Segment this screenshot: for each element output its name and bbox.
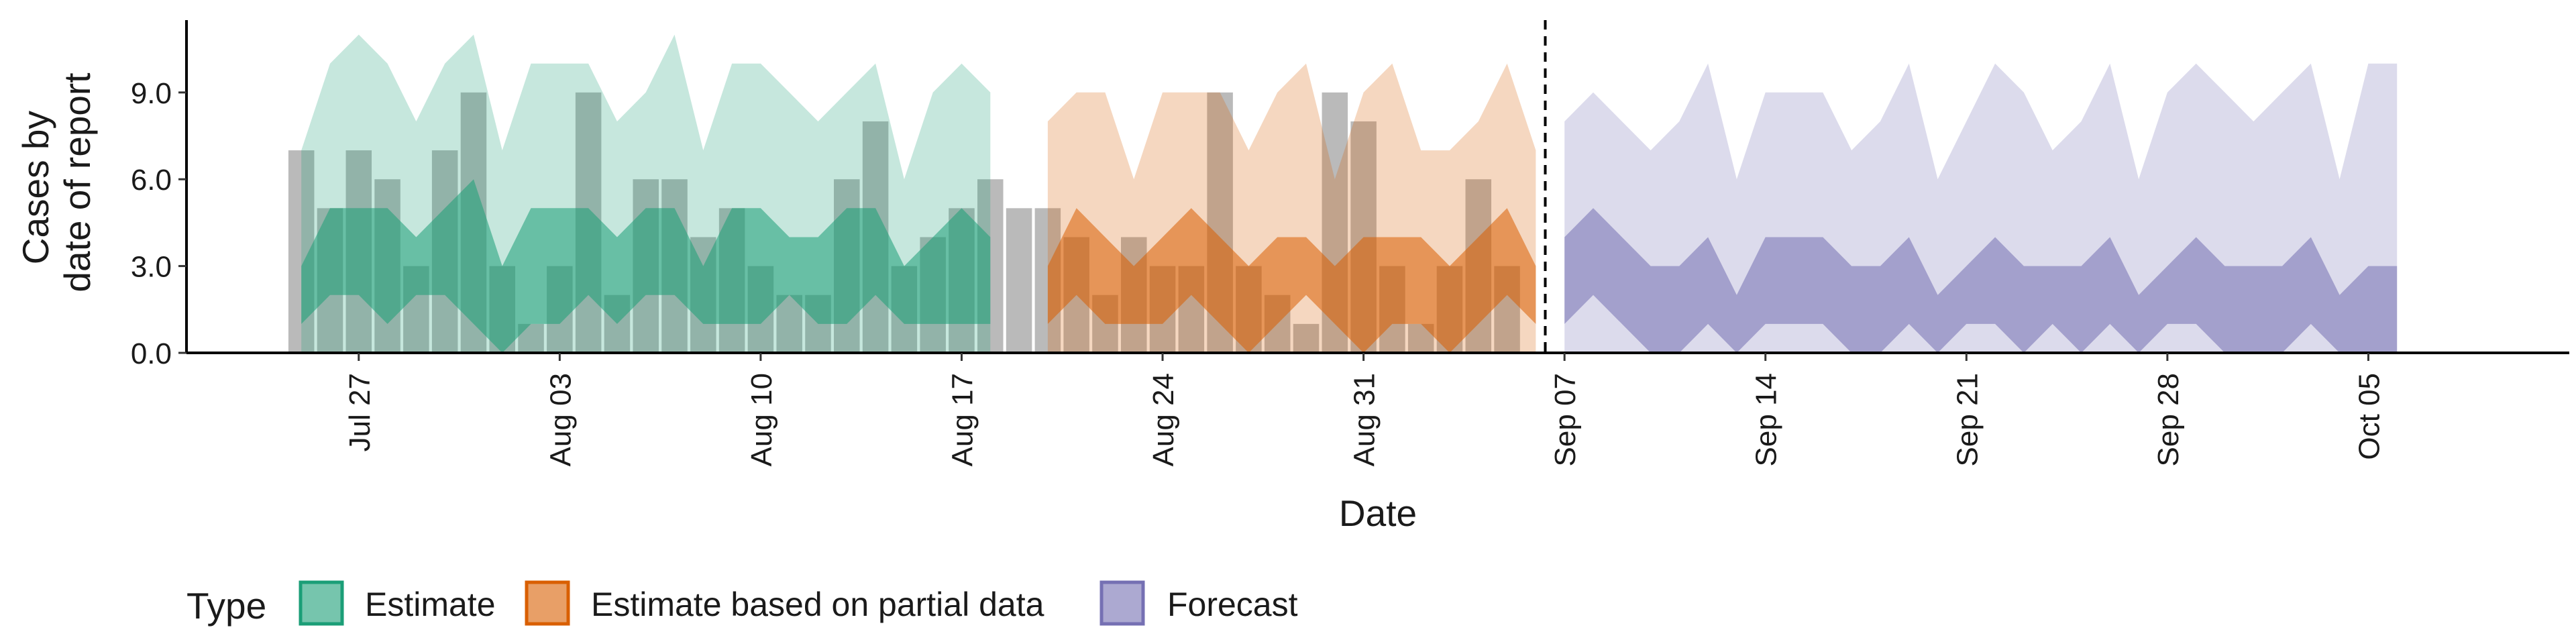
bar: [1293, 323, 1320, 353]
x-tick-label: Sep 28: [2152, 373, 2185, 466]
x-tick-label: Aug 10: [745, 373, 778, 466]
legend-key-partial: [525, 580, 570, 626]
y-tick-label: 9.0: [131, 77, 172, 110]
band-50-2: [1564, 208, 2398, 353]
bar: [776, 294, 802, 353]
bands-layer: [301, 34, 2398, 353]
x-tick-label: Jul 27: [343, 373, 376, 451]
x-tick-label: Sep 07: [1549, 373, 1582, 466]
y-axis-title-line-2: date of report: [56, 72, 98, 292]
bar: [1006, 208, 1032, 353]
legend-label-estimate: Estimate: [365, 586, 496, 623]
legend-label-forecast: Forecast: [1167, 586, 1298, 623]
legend-title: Type: [186, 585, 266, 627]
x-axis-title: Date: [1339, 492, 1417, 534]
x-tick-label: Sep 21: [1951, 373, 1984, 466]
x-tick-label: Aug 03: [544, 373, 577, 466]
y-tick-label: 6.0: [131, 164, 172, 197]
x-tick-label: Aug 31: [1348, 373, 1381, 466]
x-tick-label: Sep 14: [1750, 373, 1783, 466]
legend-key-forecast: [1099, 580, 1145, 626]
legend-key-estimate: [299, 580, 344, 626]
y-axis-title-line-1: Cases by: [15, 111, 56, 265]
x-tick-label: Aug 17: [946, 373, 979, 466]
band-50-0: [301, 179, 991, 353]
y-tick-label: 0.0: [131, 337, 172, 370]
y-tick-label: 3.0: [131, 251, 172, 284]
x-tick-label: Aug 24: [1147, 373, 1180, 466]
legend-label-partial: Estimate based on partial data: [591, 586, 1044, 623]
y-axis-title: Cases by date of report: [15, 72, 98, 292]
legend: Type Estimate Estimate based on partial …: [186, 580, 1298, 627]
band-50-1: [1047, 208, 1536, 353]
axes-layer: 0.0 3.0 6.0 9.0 Jul 27 Aug 03 Aug 10 Aug 17 Aug …: [131, 20, 2569, 466]
x-tick-label: Oct 05: [2353, 373, 2385, 460]
